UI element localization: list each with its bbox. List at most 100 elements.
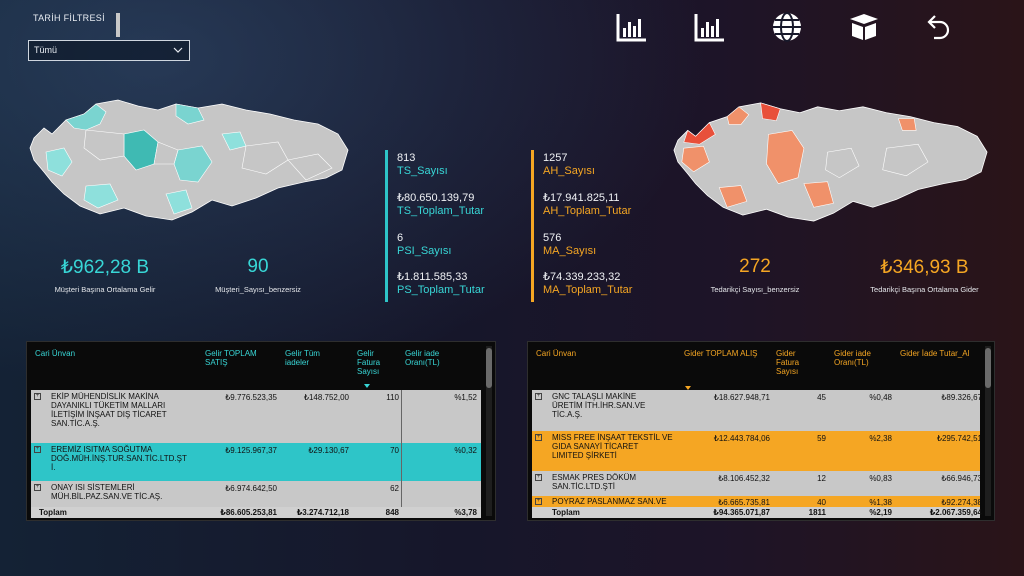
table-cell-company: ONAY ISI SİSTEMLERİ MÜH.BİL.PAZ.SAN.VE T… [51,483,163,501]
table-row[interactable]: + ESMAK PRES DÖKÜM SAN.TİC.LTD.ŞTİ ₺8.10… [532,471,980,496]
table-cell-refund: ₺66.946,73 [941,474,980,483]
ma-total-value: ₺74.339.233,32 [543,271,621,283]
ah-total-value: ₺17.941.825,11 [543,192,620,204]
table-row[interactable]: + GNC TALAŞLI MAKİNE ÜRETİM İTH.İHR.SAN.… [532,390,980,431]
bar-chart-icon[interactable] [692,10,728,44]
purchase-total-row: Toplam ₺94.365.071,87 1811 %2,19 ₺2.067.… [532,507,982,518]
expand-icon[interactable]: + [535,474,542,481]
sales-table-body: + EKİP MÜHENDİSLİK MAKİNA DAYANIKLI TÜKE… [31,390,481,507]
table-cell-returns: ₺148.752,00 [303,393,349,402]
table-cell-ratio: %0,32 [454,446,477,455]
table-row[interactable]: + MISS FREE İNŞAAT TEKSTİL VE GIDA SANAY… [532,431,980,471]
purchase-col-company[interactable]: Cari Ünvan [536,349,577,358]
table-row[interactable]: + EREMİZ ISITMA SOĞUTMA DOĞ.MÜH.İNŞ.TUR.… [31,443,481,481]
psi-count-label: PSI_Sayısı [397,245,452,257]
purchase-scrollbar-thumb[interactable] [985,348,991,388]
ma-total-stat: ₺74.339.233,32 MA_Toplam_Tutar [543,271,632,297]
table-cell-company: ESMAK PRES DÖKÜM SAN.TİC.LTD.ŞTİ [552,473,637,491]
sales-col-company[interactable]: Cari Ünvan [35,349,76,358]
date-filter-title: TARİH FİLTRESİ [33,13,105,23]
sales-map[interactable] [26,90,351,225]
expand-icon[interactable]: + [535,393,542,400]
table-cell-ratio: %0,48 [869,393,892,402]
table-cell-invoices: 62 [390,484,399,493]
table-cell-invoices: 45 [817,393,826,402]
expand-icon[interactable]: + [535,498,542,505]
bar-chart-icon[interactable] [614,10,650,44]
table-row[interactable]: + EKİP MÜHENDİSLİK MAKİNA DAYANIKLI TÜKE… [31,390,481,443]
total-label: Toplam [552,508,580,517]
table-cell-ratio: %2,38 [869,434,892,443]
expand-icon[interactable]: + [34,484,41,491]
table-cell-ratio: %0,83 [869,474,892,483]
total-invoices: 1811 [808,508,826,517]
table-cell-company: MISS FREE İNŞAAT TEKSTİL VE GIDA SANAYİ … [552,433,673,460]
sales-col-return-ratio[interactable]: Gelir iade Oranı(TL) [405,349,440,367]
purchase-col-total[interactable]: Gider TOPLAM ALIŞ [684,349,758,358]
unique-supplier-count-label: Tedarikçi Sayısı_benzersiz [710,285,800,294]
table-cell-sales: ₺9.125.967,37 [225,446,277,455]
ma-count-label: MA_Sayısı [543,245,597,257]
sales-scrollbar-track[interactable] [486,346,492,516]
table-cell-company: EREMİZ ISITMA SOĞUTMA DOĞ.MÜH.İNŞ.TUR.SA… [51,445,187,472]
date-filter-value: Tümü [34,45,58,55]
table-row[interactable]: + ONAY ISI SİSTEMLERİ MÜH.BİL.PAZ.SAN.VE… [31,481,481,507]
purchase-col-refund[interactable]: Gider İade Tutar_Al [900,349,970,358]
avg-income-per-customer-label: Müşteri Başına Ortalama Gelir [54,285,156,294]
ts-total-stat: ₺80.650.139,79 TS_Toplam_Tutar [397,192,484,218]
table-cell-company: POYRAZ PASLANMAZ SAN.VE [552,497,667,506]
sales-scrollbar-thumb[interactable] [486,348,492,388]
purchase-col-invoice-count[interactable]: Gider Fatura Sayısı [776,349,800,376]
table-cell-sales: ₺9.776.523,35 [225,393,277,402]
expand-icon[interactable]: + [34,393,41,400]
ts-count-value: 813 [397,152,416,164]
table-cell-invoices: 40 [817,498,826,507]
globe-icon[interactable] [769,10,805,44]
table-cell-refund: ₺89.326,67 [941,393,980,402]
purchase-col-return-ratio[interactable]: Gider iade Oranı(TL) [834,349,871,367]
chevron-down-icon [173,47,183,53]
sort-desc-icon[interactable] [685,386,691,390]
filter-accent-bar [116,13,120,37]
ma-count-stat: 576 MA_Sayısı [543,232,596,258]
table-row[interactable]: + POYRAZ PASLANMAZ SAN.VE ₺6.665.735,81 … [532,496,980,507]
total-invoices: 848 [385,508,399,517]
total-ratio: %2,19 [869,508,892,517]
ma-total-label: MA_Toplam_Tutar [543,284,633,296]
ts-total-label: TS_Toplam_Tutar [397,205,485,217]
ps-total-stat: ₺1.811.585,33 PS_Toplam_Tutar [397,271,485,297]
psi-count-value: 6 [397,232,404,244]
table-cell-refund: ₺92.274,38 [941,498,980,507]
table-cell-purchase: ₺6.665.735,81 [718,498,770,507]
table-cell-invoices: 70 [390,446,399,455]
sales-col-total-sales[interactable]: Gelir TOPLAM SATIŞ [205,349,257,367]
ah-count-value: 1257 [543,152,568,164]
purchase-scrollbar-track[interactable] [985,346,991,516]
date-filter-dropdown[interactable]: Tümü [28,40,190,61]
avg-expense-per-supplier-value: ₺346,93 B [880,257,969,278]
table-cell-ratio: %1,38 [869,498,892,507]
table-cell-purchase: ₺12.443.784,06 [713,434,770,443]
sales-col-invoice-count[interactable]: Gelir Fatura Sayısı [357,349,381,376]
table-cell-refund: ₺295.742,51 [936,434,980,443]
ah-count-stat: 1257 AH_Sayısı [543,152,595,178]
total-purchase: ₺94.365.071,87 [713,508,770,517]
ts-count-stat: 813 TS_Sayısı [397,152,448,178]
ah-total-label: AH_Toplam_Tutar [543,205,632,217]
sort-desc-icon[interactable] [364,384,370,388]
sales-col-returns[interactable]: Gelir Tüm iadeler [285,349,320,367]
purchase-table-body: + GNC TALAŞLI MAKİNE ÜRETİM İTH.İHR.SAN.… [532,390,980,507]
table-cell-sales: ₺6.974.642,50 [225,484,277,493]
purchase-map[interactable] [670,92,990,227]
unique-customer-count-value: 90 [247,256,269,277]
box-icon[interactable] [846,10,882,44]
column-divider [401,390,402,507]
expand-icon[interactable]: + [535,434,542,441]
undo-icon[interactable] [918,10,954,44]
ts-count-label: TS_Sayısı [397,165,448,177]
purchase-table[interactable]: Cari Ünvan Gider TOPLAM ALIŞ Gider Fatur… [527,341,995,521]
expand-icon[interactable]: + [34,446,41,453]
total-sales: ₺86.605.253,81 [220,508,277,517]
sales-table[interactable]: Cari Ünvan Gelir TOPLAM SATIŞ Gelir Tüm … [26,341,496,521]
